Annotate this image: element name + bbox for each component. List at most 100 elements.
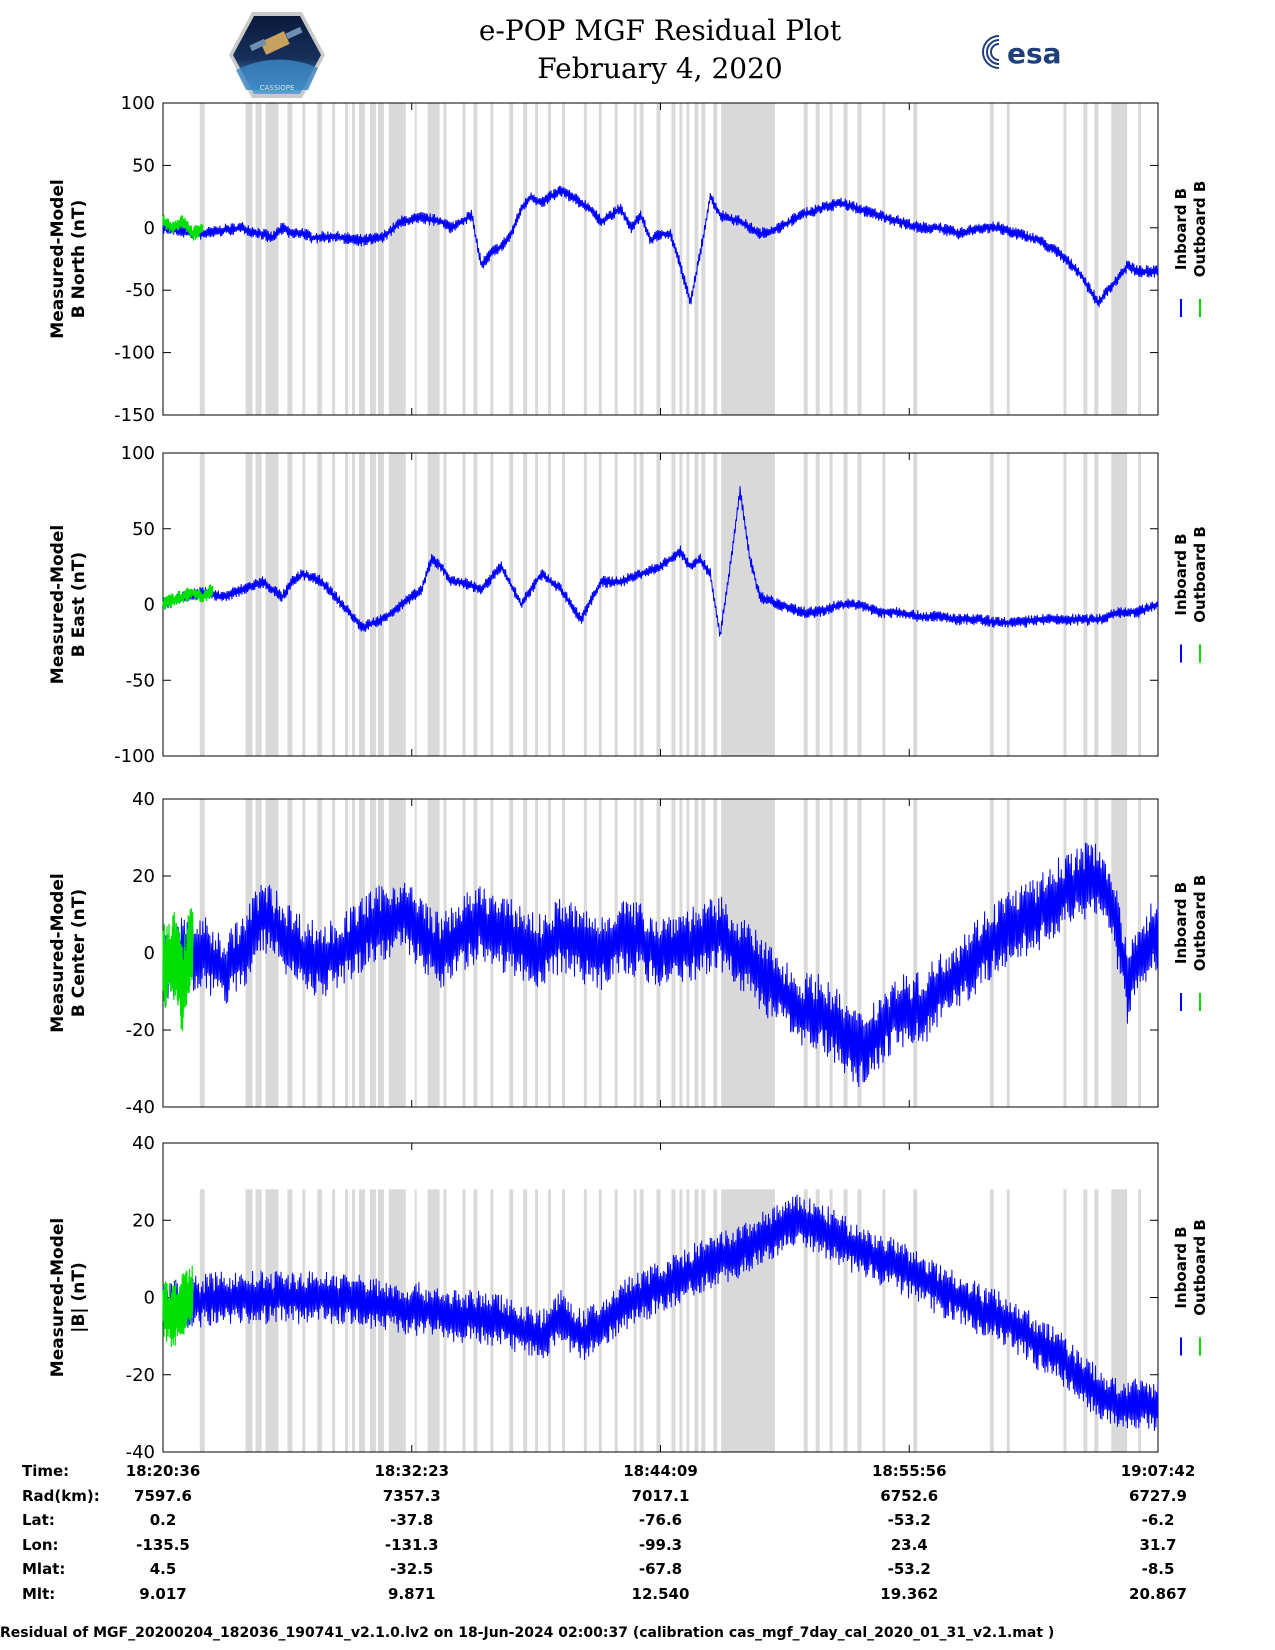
- data-gap-band: [913, 799, 918, 1107]
- legend-label-outboard: Outboard B: [1191, 875, 1209, 972]
- data-gap-band: [199, 453, 205, 756]
- info-row-label: Mlat:: [22, 1560, 66, 1578]
- info-row: Rad(km): 7597.6 7357.3 7017.1 6752.6 6727.9: [22, 1487, 1262, 1511]
- data-gap-band: [332, 103, 336, 415]
- data-gap-band: [882, 453, 886, 756]
- data-gap-band: [255, 799, 262, 1107]
- info-cell: -53.2: [887, 1560, 931, 1578]
- data-gap-band: [199, 103, 205, 415]
- inboard-series-line: [162, 486, 1159, 637]
- data-gap-band: [639, 453, 644, 756]
- data-gap-band: [265, 103, 279, 415]
- data-gap-band: [345, 1189, 349, 1452]
- data-gap-band: [345, 453, 349, 756]
- info-cell: 19.362: [880, 1584, 939, 1603]
- data-gap-band: [803, 799, 808, 1107]
- data-gap-band: [843, 799, 848, 1107]
- data-gap-band: [633, 103, 637, 415]
- y-tick-label: 40: [132, 789, 155, 810]
- y-tick-label: 50: [132, 155, 155, 176]
- data-gap-band: [882, 1189, 886, 1452]
- data-gap-band: [302, 1189, 306, 1452]
- y-axis-label-units: B North (nT): [69, 200, 89, 319]
- y-tick-label: -20: [126, 1020, 155, 1041]
- y-tick-label: -20: [126, 1365, 155, 1386]
- info-cell: 6752.6: [880, 1486, 939, 1505]
- info-cell: 7357.3: [382, 1486, 441, 1505]
- info-cell: -67.8: [638, 1560, 683, 1578]
- data-gap-band: [694, 103, 699, 415]
- data-gap-band: [427, 103, 440, 415]
- y-tick-label: 0: [144, 595, 155, 616]
- data-gap-band: [829, 799, 833, 1107]
- data-gap-band: [255, 1189, 262, 1452]
- data-gap-band: [1083, 103, 1088, 415]
- data-gap-band: [414, 103, 417, 415]
- y-tick-label: 100: [121, 93, 155, 114]
- data-gap-band: [679, 1189, 683, 1452]
- data-gap-band: [913, 1189, 918, 1452]
- data-gap-band: [656, 103, 661, 415]
- data-gap-band: [1083, 453, 1088, 756]
- info-cell: 6727.9: [1129, 1486, 1187, 1505]
- info-cell: 18:20:36: [125, 1462, 201, 1480]
- data-gap-band: [1063, 799, 1067, 1107]
- data-gap-band: [287, 103, 293, 415]
- data-gap-band: [882, 799, 886, 1107]
- y-axis-label-units: B East (nT): [69, 552, 89, 657]
- info-cell: 9.017: [139, 1584, 187, 1603]
- data-gap-band: [815, 103, 820, 415]
- y-tick-label: -150: [114, 405, 155, 426]
- y-tick-label: -40: [126, 1097, 155, 1118]
- data-gap-band: [1063, 1189, 1067, 1452]
- y-tick-label: 20: [132, 866, 155, 887]
- data-gap-band: [989, 103, 994, 415]
- data-gap-band: [509, 453, 514, 756]
- data-gap-band: [679, 103, 683, 415]
- data-gap-band: [1094, 453, 1099, 756]
- data-gap-band: [369, 103, 376, 415]
- legend-label-outboard: Outboard B: [1191, 526, 1209, 623]
- data-gap-band: [359, 453, 365, 756]
- data-gap-band: [803, 1189, 808, 1452]
- data-gap-band: [317, 103, 323, 415]
- info-cell: 18:44:09: [623, 1462, 698, 1480]
- outboard-series-line: [162, 584, 214, 610]
- data-gap-band: [701, 103, 706, 415]
- data-gap-band: [1083, 799, 1088, 1107]
- data-gap-band: [701, 453, 706, 756]
- y-tick-label: 100: [121, 443, 155, 464]
- outboard-series-line: [162, 908, 194, 1032]
- y-axis-label: Measured-Model: [48, 873, 68, 1032]
- chart-title-line1: e-POP MGF Residual Plot: [478, 14, 842, 47]
- data-gap-band: [1083, 1189, 1088, 1452]
- data-gap-band: [443, 453, 447, 756]
- data-gap-band: [857, 103, 862, 415]
- y-tick-label: 20: [132, 1210, 155, 1231]
- y-tick-label: 50: [132, 519, 155, 540]
- data-gap-band: [302, 453, 306, 756]
- y-tick-label: -50: [126, 280, 155, 301]
- y-tick-label: -50: [126, 670, 155, 691]
- outboard-series-line: [162, 214, 204, 241]
- y-axis-label: Measured-Model: [48, 1218, 68, 1377]
- info-cell: -53.2: [887, 1511, 931, 1529]
- data-gap-band: [462, 103, 466, 415]
- data-gap-band: [561, 103, 565, 415]
- y-axis-label: Measured-Model: [48, 525, 68, 684]
- data-gap-band: [377, 453, 384, 756]
- data-gap-band: [287, 1189, 293, 1452]
- legend-label-inboard: Inboard B: [1172, 188, 1190, 270]
- data-gap-band: [679, 453, 683, 756]
- data-gap-band: [639, 103, 644, 415]
- data-gap-band: [671, 1189, 676, 1452]
- info-cell: 0.2: [149, 1511, 177, 1529]
- data-gap-band: [414, 453, 417, 756]
- info-cell: 20.867: [1129, 1584, 1187, 1603]
- data-gap-band: [857, 1189, 862, 1452]
- data-gap-band: [523, 1189, 528, 1452]
- data-gap-band: [857, 799, 862, 1107]
- data-gap-band: [377, 103, 384, 415]
- data-gap-band: [548, 453, 552, 756]
- data-gap-band: [359, 799, 365, 1107]
